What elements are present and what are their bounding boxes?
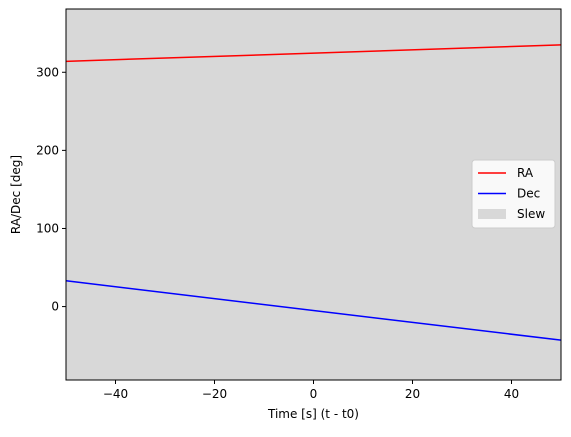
series-line-dec (65, 280, 562, 341)
y-tick-label: 100 (36, 221, 59, 235)
x-tick-label: −40 (103, 387, 128, 401)
y-tick-label: 0 (51, 300, 59, 314)
y-tick-label: 300 (36, 65, 59, 79)
legend-swatch-slew (478, 209, 506, 219)
legend-label-ra: RA (517, 166, 534, 180)
x-tick-label: 20 (405, 387, 420, 401)
x-axis-label: Time [s] (t - t0) (267, 407, 359, 421)
legend-label-dec: Dec (517, 187, 540, 201)
y-tick-label: 200 (36, 143, 59, 157)
series-line-ra (65, 44, 562, 63)
legend-label-slew: Slew (517, 207, 545, 221)
x-tick-label: −20 (202, 387, 227, 401)
x-tick-label: 0 (310, 387, 318, 401)
y-axis-label: RA/Dec [deg] (9, 155, 23, 234)
legend: RA Dec Slew (471, 159, 556, 229)
x-tick-label: 40 (504, 387, 519, 401)
